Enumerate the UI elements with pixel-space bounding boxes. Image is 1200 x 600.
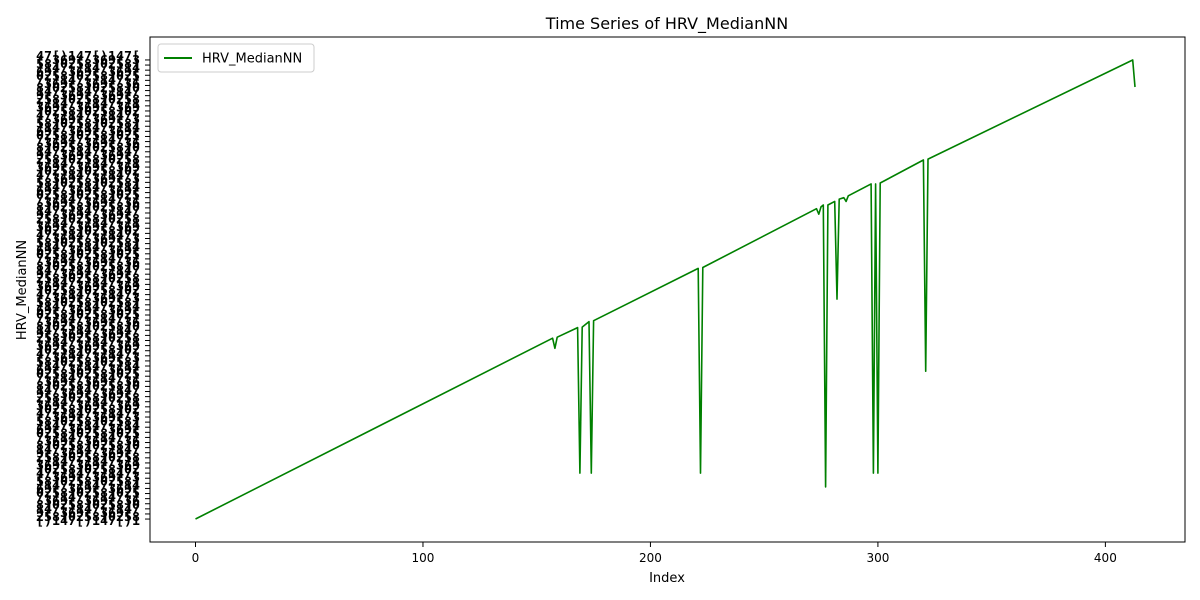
y-tick-label-clutter: [)147[)147[)1258]0258]02589(.369(.369(.1… <box>36 49 140 528</box>
legend-entry-hrv-medianNN: HRV_MedianNN <box>202 52 302 67</box>
x-tick-label: 100 <box>412 551 435 565</box>
y-tick-label-garbled: 47[)147[)147[ <box>36 49 140 63</box>
chart-title: Time Series of HRV_MedianNN <box>545 14 788 34</box>
x-tick-label: 200 <box>639 551 662 565</box>
legend: HRV_MedianNN <box>158 44 314 72</box>
x-tick-label: 0 <box>192 551 200 565</box>
x-axis-label: Index <box>649 571 685 586</box>
y-axis-label: HRV_MedianNN <box>15 240 30 340</box>
x-tick-label: 300 <box>866 551 889 565</box>
x-tick-label: 400 <box>1094 551 1117 565</box>
